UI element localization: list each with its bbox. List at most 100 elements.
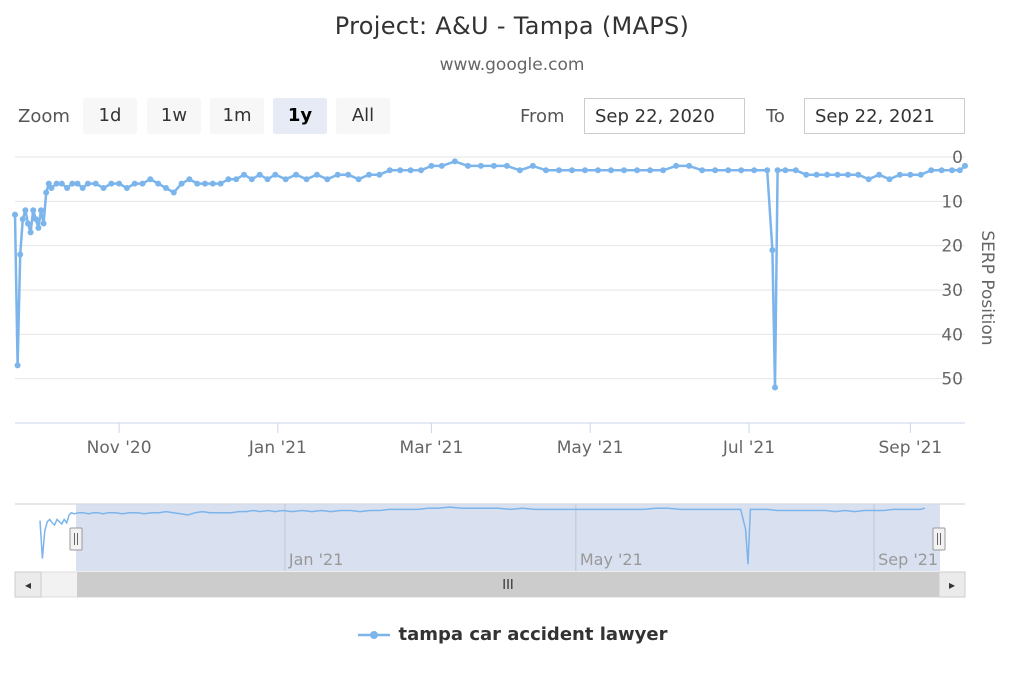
- data-point[interactable]: [803, 171, 810, 178]
- data-point[interactable]: [225, 176, 232, 183]
- data-point[interactable]: [917, 171, 924, 178]
- zoom-button-all[interactable]: All: [336, 98, 390, 134]
- data-point[interactable]: [108, 180, 115, 187]
- data-point[interactable]: [529, 162, 536, 169]
- data-point[interactable]: [17, 251, 24, 258]
- data-point[interactable]: [569, 167, 575, 174]
- data-point[interactable]: [699, 167, 706, 174]
- data-point[interactable]: [178, 180, 185, 187]
- data-point[interactable]: [386, 167, 393, 174]
- data-point[interactable]: [774, 167, 781, 174]
- data-point[interactable]: [834, 171, 841, 178]
- data-point[interactable]: [764, 167, 771, 174]
- data-point[interactable]: [865, 176, 872, 183]
- data-point[interactable]: [686, 162, 693, 169]
- data-point[interactable]: [418, 167, 424, 174]
- data-point[interactable]: [634, 167, 641, 174]
- data-point[interactable]: [282, 176, 289, 183]
- zoom-button-1m[interactable]: 1m: [210, 98, 264, 134]
- navigator-left-handle[interactable]: [69, 527, 83, 551]
- data-point[interactable]: [25, 220, 31, 227]
- scrollbar-thumb[interactable]: [77, 572, 939, 597]
- data-point[interactable]: [355, 176, 362, 183]
- data-point[interactable]: [345, 171, 352, 178]
- data-point[interactable]: [79, 185, 86, 191]
- data-point[interactable]: [147, 176, 154, 183]
- data-point[interactable]: [824, 171, 831, 178]
- data-point[interactable]: [139, 180, 146, 187]
- data-point[interactable]: [53, 180, 60, 187]
- data-point[interactable]: [782, 167, 789, 174]
- data-point[interactable]: [19, 216, 26, 223]
- data-point[interactable]: [69, 180, 76, 187]
- scrollbar-right-button[interactable]: [938, 571, 966, 598]
- data-point[interactable]: [438, 162, 445, 169]
- data-point[interactable]: [324, 176, 331, 183]
- data-point[interactable]: [490, 162, 497, 169]
- data-point[interactable]: [163, 185, 169, 191]
- data-point[interactable]: [303, 176, 310, 183]
- legend-item[interactable]: tampa car accident lawyer: [357, 624, 667, 645]
- data-point[interactable]: [131, 180, 138, 187]
- data-point[interactable]: [64, 185, 71, 191]
- data-point[interactable]: [256, 171, 263, 178]
- data-point[interactable]: [928, 167, 935, 174]
- data-point[interactable]: [22, 207, 29, 214]
- data-point[interactable]: [40, 220, 47, 227]
- data-point[interactable]: [186, 176, 193, 183]
- data-point[interactable]: [38, 207, 44, 214]
- data-point[interactable]: [876, 171, 883, 178]
- data-point[interactable]: [293, 171, 300, 178]
- data-point[interactable]: [12, 211, 18, 218]
- data-point[interactable]: [209, 180, 216, 187]
- data-point[interactable]: [751, 167, 758, 174]
- data-point[interactable]: [155, 180, 162, 187]
- data-point[interactable]: [477, 162, 484, 169]
- data-point[interactable]: [84, 180, 91, 187]
- data-point[interactable]: [428, 162, 435, 169]
- data-point[interactable]: [660, 167, 667, 174]
- data-point[interactable]: [202, 180, 208, 187]
- data-point[interactable]: [194, 180, 201, 187]
- zoom-button-1y[interactable]: 1y: [273, 98, 327, 134]
- data-point[interactable]: [621, 167, 627, 174]
- data-point[interactable]: [451, 158, 458, 165]
- data-point[interactable]: [27, 229, 34, 236]
- data-point[interactable]: [32, 216, 39, 223]
- data-point[interactable]: [43, 189, 50, 196]
- data-point[interactable]: [35, 224, 42, 231]
- data-point[interactable]: [582, 167, 588, 174]
- data-point[interactable]: [792, 167, 799, 174]
- zoom-button-1w[interactable]: 1w: [147, 98, 201, 134]
- data-point[interactable]: [949, 167, 955, 174]
- data-point[interactable]: [595, 167, 601, 174]
- data-point[interactable]: [813, 171, 820, 178]
- data-point[interactable]: [503, 162, 510, 169]
- data-point[interactable]: [30, 207, 37, 214]
- navigator-selected-range[interactable]: [76, 504, 940, 571]
- data-point[interactable]: [217, 180, 224, 187]
- data-point[interactable]: [74, 180, 81, 187]
- data-point[interactable]: [844, 171, 851, 178]
- data-point[interactable]: [725, 167, 732, 174]
- from-date-input[interactable]: [584, 98, 745, 134]
- navigator[interactable]: Jan '21 May '21 Sep '21 III ◂ ▸: [0, 500, 1024, 600]
- data-point[interactable]: [712, 167, 719, 174]
- to-date-input[interactable]: [804, 98, 965, 134]
- data-point[interactable]: [241, 171, 247, 178]
- data-point[interactable]: [233, 176, 240, 183]
- data-point[interactable]: [45, 180, 52, 187]
- data-point[interactable]: [556, 167, 562, 174]
- data-point[interactable]: [58, 180, 65, 187]
- data-point[interactable]: [772, 384, 778, 391]
- data-point[interactable]: [334, 171, 341, 178]
- data-point[interactable]: [886, 176, 893, 183]
- data-point[interactable]: [608, 167, 614, 174]
- data-point[interactable]: [956, 167, 963, 174]
- data-point[interactable]: [313, 171, 320, 178]
- data-point[interactable]: [938, 167, 945, 174]
- data-point[interactable]: [123, 185, 130, 191]
- data-point[interactable]: [14, 362, 21, 369]
- data-point[interactable]: [907, 171, 914, 178]
- data-point[interactable]: [855, 171, 862, 178]
